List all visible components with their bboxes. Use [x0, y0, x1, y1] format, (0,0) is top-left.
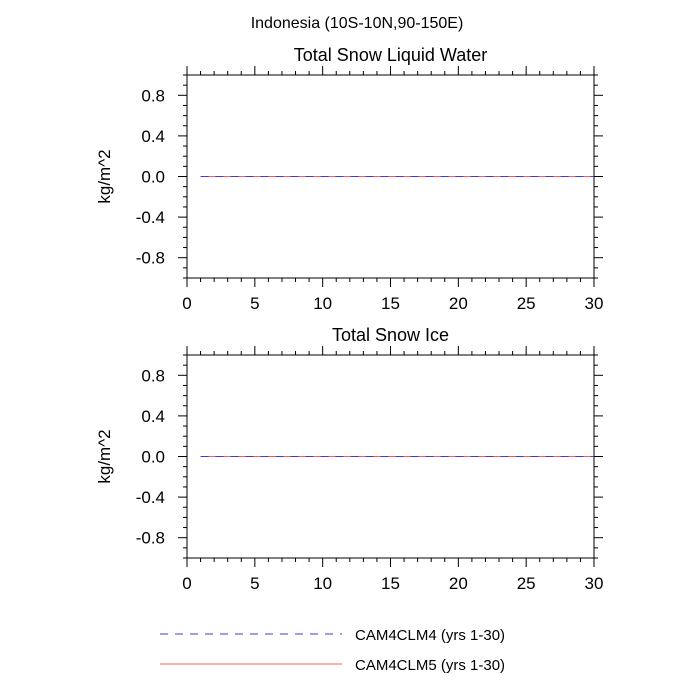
chart-panel-2: Total Snow Ice 0 5 10 15 20 25 30 -0.8 -0.4 0.0 0.4…: [95, 325, 603, 593]
y-tick-label: -0.4: [136, 208, 165, 227]
legend: CAM4CLM4 (yrs 1-30) CAM4CLM5 (yrs 1-30): [160, 627, 505, 674]
x-tick-label: 10: [313, 294, 332, 313]
x-tick-label: 20: [449, 574, 468, 593]
y-axis-label: kg/m^2: [95, 429, 114, 483]
x-tick-label: 15: [381, 574, 400, 593]
y-axis-label: kg/m^2: [95, 149, 114, 203]
x-tick-label: 10: [313, 574, 332, 593]
y-tick-label: -0.4: [136, 488, 165, 507]
chart-title: Total Snow Ice: [332, 325, 449, 345]
y-tick-label: 0.4: [141, 407, 165, 426]
x-tick-label: 25: [517, 294, 536, 313]
y-tick-label: 0.8: [141, 86, 165, 105]
x-tick-label: 30: [585, 574, 604, 593]
x-tick-label: 5: [250, 294, 259, 313]
y-tick-label: 0.8: [141, 366, 165, 385]
legend-label-2: CAM4CLM5 (yrs 1-30): [355, 657, 505, 674]
y-tick-label: 0.0: [141, 448, 165, 467]
chart-panel-1: Total Snow Liquid Water 0 5 10 15 20 25 30 -0.8 -…: [95, 45, 603, 313]
x-tick-label: 20: [449, 294, 468, 313]
x-tick-label: 5: [250, 574, 259, 593]
y-tick-label: -0.8: [136, 529, 165, 548]
figure-title: Indonesia (10S-10N,90-150E): [251, 15, 464, 32]
y-tick-label: -0.8: [136, 249, 165, 268]
x-tick-label: 15: [381, 294, 400, 313]
x-tick-label: 0: [182, 574, 191, 593]
y-tick-label: 0.0: [141, 168, 165, 187]
legend-label-1: CAM4CLM4 (yrs 1-30): [355, 627, 505, 644]
y-tick-label: 0.4: [141, 127, 165, 146]
x-tick-label: 0: [182, 294, 191, 313]
chart-title: Total Snow Liquid Water: [294, 45, 487, 65]
panels-group: Total Snow Liquid Water 0 5 10 15 20 25 30 -0.8 -…: [95, 45, 603, 593]
x-tick-label: 30: [585, 294, 604, 313]
x-tick-label: 25: [517, 574, 536, 593]
